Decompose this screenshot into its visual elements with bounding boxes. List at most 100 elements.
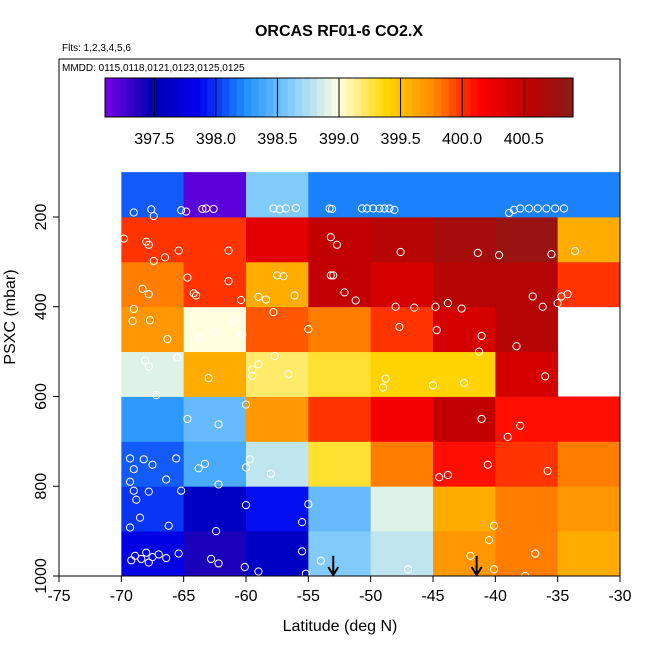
chart-title: ORCAS RF01-6 CO2.X	[255, 23, 423, 40]
observation-point	[547, 250, 556, 259]
observation-point	[261, 295, 271, 304]
colorbar-segment	[521, 78, 530, 117]
observation-point	[229, 316, 238, 325]
heatmap-cell	[183, 261, 247, 308]
heatmap-cell	[370, 396, 434, 442]
observation-point	[390, 205, 399, 214]
observation-point	[129, 465, 138, 474]
colorbar-segment	[148, 78, 157, 117]
y-tick-label: 600	[33, 383, 50, 410]
y-tick-label: 200	[33, 204, 50, 231]
heatmap-cell	[370, 486, 434, 532]
observation-point	[214, 420, 223, 429]
heatmap-cell	[557, 486, 621, 532]
observation-point	[206, 554, 216, 564]
heatmap-cell	[121, 396, 185, 442]
colorbar-segment	[317, 78, 325, 117]
x-axis-label: Latitude (deg N)	[283, 618, 398, 635]
observation-point	[483, 460, 492, 469]
x-tick-label: -35	[546, 588, 569, 605]
observation-point	[125, 523, 135, 532]
colorbar-segment	[419, 78, 428, 117]
heatmap-cell	[183, 531, 247, 577]
observation-point	[177, 206, 186, 215]
observation-point	[273, 271, 282, 280]
x-tick-label: -75	[47, 588, 70, 605]
observation-point	[279, 272, 288, 281]
heatmap-cell	[121, 217, 185, 263]
observation-point	[542, 204, 551, 213]
observation-point	[485, 536, 494, 545]
observation-point	[182, 207, 191, 216]
observation-point	[149, 212, 158, 221]
heatmap-cell	[246, 306, 309, 353]
heatmap-cell	[557, 531, 621, 577]
observation-point	[432, 325, 441, 335]
observation-point	[541, 372, 550, 381]
observation-point	[192, 291, 201, 300]
colorbar-segment	[112, 78, 121, 117]
observation-point	[269, 308, 278, 317]
observation-point	[291, 203, 300, 213]
heatmap-cell	[308, 441, 372, 487]
observation-point	[210, 327, 219, 336]
observation-point	[396, 247, 405, 257]
observation-point	[129, 208, 138, 217]
observation-point	[128, 317, 137, 326]
colorbar-segment	[507, 78, 516, 117]
heatmap-cell	[495, 486, 559, 532]
colorbar-segment	[434, 78, 442, 117]
y-tick-label: 1000	[33, 558, 50, 594]
observation-point	[531, 549, 540, 558]
observation-point	[135, 513, 145, 522]
colorbar-segment	[565, 78, 574, 117]
flights-subtitle: Flts: 1,2,3,4,5,6	[62, 43, 131, 54]
plot-frame	[58, 58, 621, 577]
colorbar-tick-label: 399.5	[381, 131, 421, 148]
observation-point	[385, 204, 394, 213]
x-tick-label: -45	[421, 588, 444, 605]
heatmap-cell	[308, 351, 372, 397]
observation-point	[538, 302, 547, 311]
observation-points	[119, 203, 580, 581]
colorbar-tick-label: 400.5	[504, 131, 544, 148]
observation-point	[194, 464, 203, 473]
colorbar-segment	[456, 78, 464, 117]
colorbar-segment	[243, 78, 252, 117]
heatmap-cell	[183, 486, 247, 532]
colorbar-segment	[192, 78, 201, 117]
colorbar-segment	[397, 78, 406, 117]
colorbar-segment	[470, 78, 479, 117]
observation-point	[516, 421, 525, 430]
y-axis-label: PSXC (mbar)	[2, 269, 19, 364]
observation-point	[524, 204, 534, 213]
colorbar-segment	[214, 78, 223, 117]
observation-point	[528, 292, 537, 301]
observation-point	[269, 204, 278, 213]
heatmap-cells	[121, 172, 621, 577]
observation-point	[236, 295, 246, 305]
heatmap-cell	[495, 172, 559, 218]
x-tick-label: -60	[234, 588, 257, 605]
observation-point	[553, 299, 562, 308]
colorbar-segment	[360, 78, 369, 117]
colorbar-segment	[514, 78, 523, 117]
observation-point	[195, 333, 204, 342]
heatmap-cell	[370, 531, 434, 577]
x-tick-label: -65	[172, 588, 195, 605]
observation-point	[395, 322, 404, 332]
colorbar-segment	[258, 78, 267, 117]
heatmap-cell	[121, 351, 185, 397]
heatmap-cell	[557, 217, 621, 263]
heatmap-cell	[246, 172, 309, 218]
observation-point	[466, 551, 475, 560]
observation-point	[332, 240, 342, 249]
colorbar-segment	[412, 78, 421, 117]
heatmap-cell	[246, 261, 309, 308]
colorbar-segment	[185, 78, 194, 117]
observation-point	[460, 378, 469, 388]
observation-point	[375, 204, 384, 213]
colorbar-segment	[105, 78, 113, 117]
heatmap-cell	[183, 306, 247, 353]
